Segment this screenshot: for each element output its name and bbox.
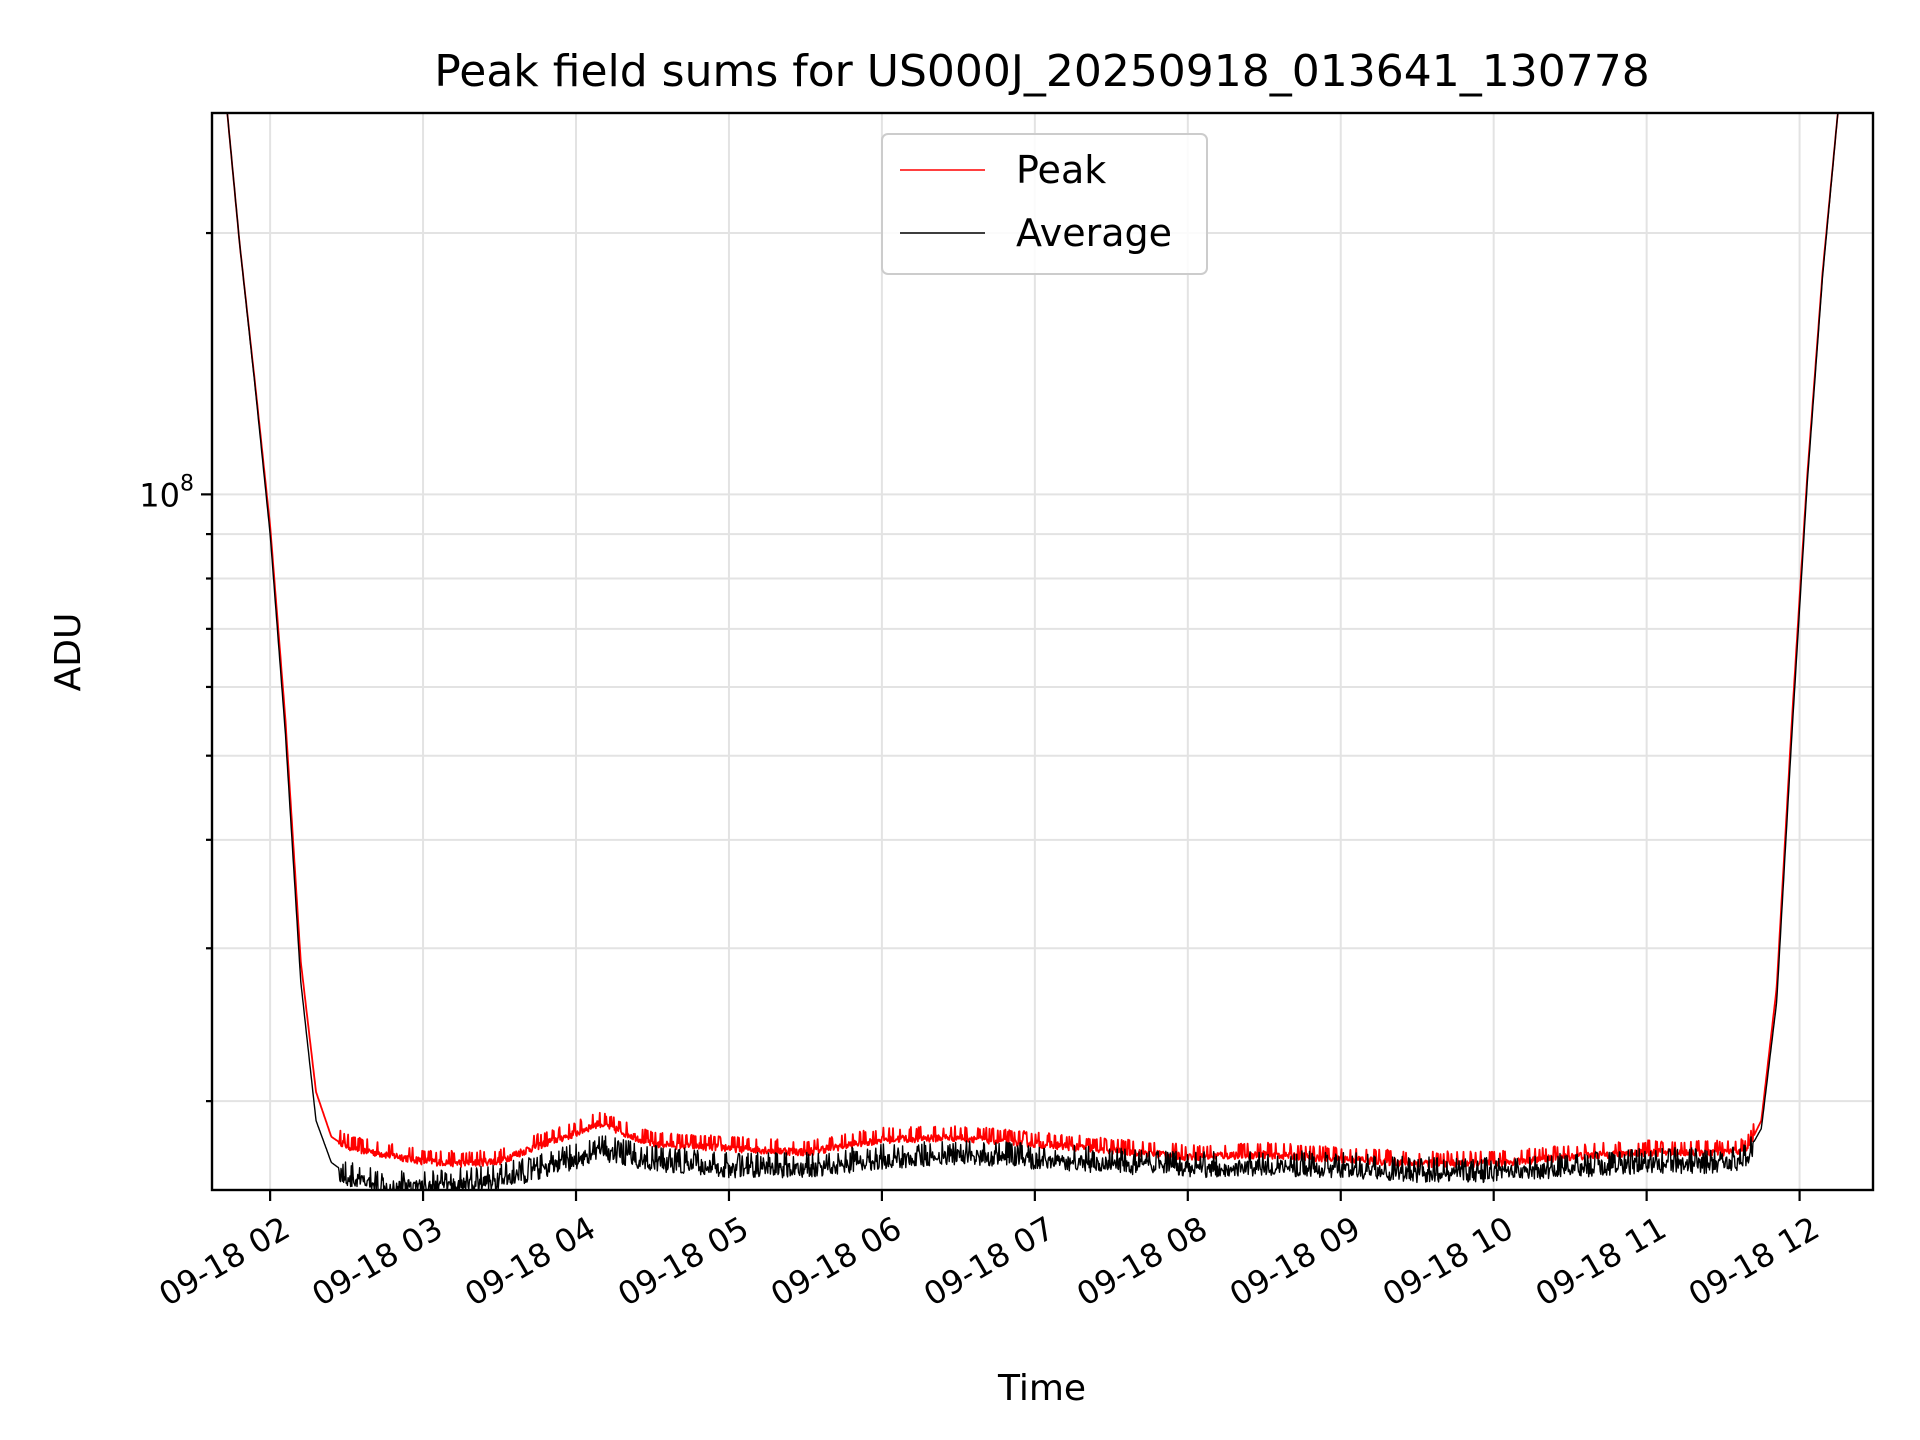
legend-label-peak: Peak xyxy=(1016,148,1106,192)
chart-title: Peak field sums for US000J_20250918_0136… xyxy=(434,46,1649,97)
legend-label-average: Average xyxy=(1016,211,1172,255)
legend-box xyxy=(881,133,1208,275)
legend: Peak Average xyxy=(881,133,1208,275)
plot-frame xyxy=(210,111,1875,1192)
plot-area xyxy=(212,113,1873,1190)
series-layer xyxy=(212,113,1873,1190)
grid xyxy=(212,113,1873,1190)
y-axis-ticks: 108 xyxy=(139,231,212,1103)
series-line-peak xyxy=(212,113,1873,1169)
y-tick-label: 108 xyxy=(139,471,194,514)
x-axis-label: Time xyxy=(997,1368,1086,1409)
series-line-average xyxy=(212,113,1873,1190)
y-axis-label: ADU xyxy=(48,613,89,692)
